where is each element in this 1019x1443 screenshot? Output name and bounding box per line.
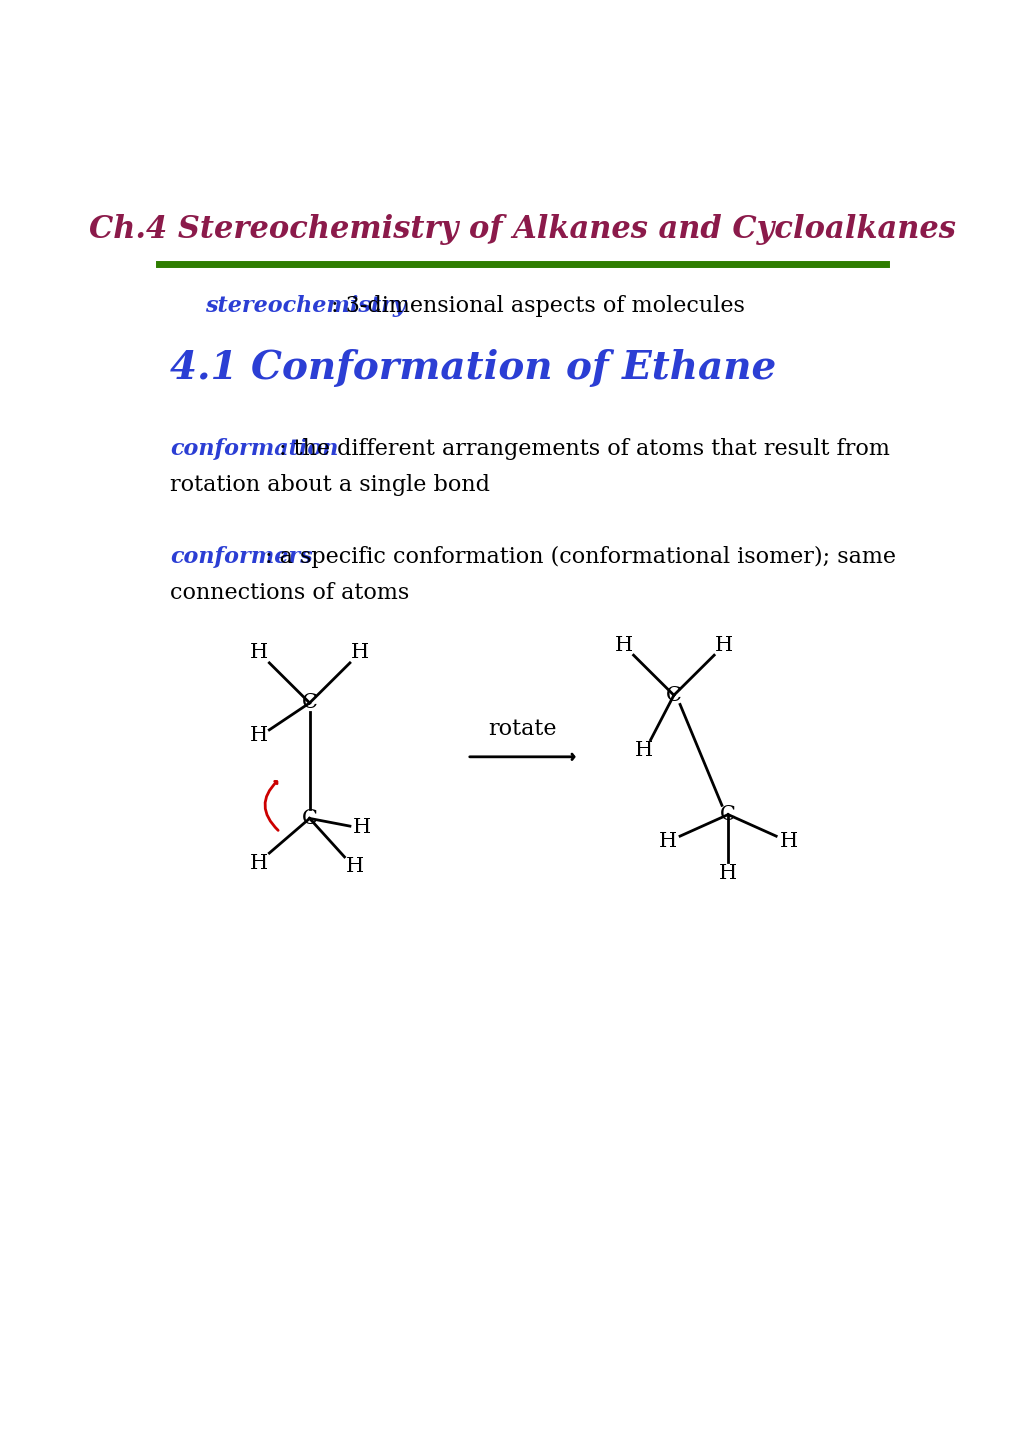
Text: stereochemistry: stereochemistry xyxy=(205,296,406,317)
Text: : the different arrangements of atoms that result from: : the different arrangements of atoms th… xyxy=(278,437,889,460)
Text: rotation about a single bond: rotation about a single bond xyxy=(170,473,490,496)
Text: connections of atoms: connections of atoms xyxy=(170,582,409,603)
Text: H: H xyxy=(613,636,632,655)
Text: H: H xyxy=(353,818,370,837)
Text: H: H xyxy=(714,636,733,655)
Text: H: H xyxy=(658,833,676,851)
Text: C: C xyxy=(302,694,317,713)
Text: H: H xyxy=(250,644,268,662)
Text: conformation: conformation xyxy=(170,437,338,460)
Text: C: C xyxy=(302,810,317,828)
Text: Ch.4 Stereochemistry of Alkanes and Cycloalkanes: Ch.4 Stereochemistry of Alkanes and Cycl… xyxy=(90,214,955,245)
Text: conformers: conformers xyxy=(170,545,313,567)
Text: : 3-dimensional aspects of molecules: : 3-dimensional aspects of molecules xyxy=(330,296,744,317)
Text: H: H xyxy=(351,644,369,662)
Text: 4.1 Conformation of Ethane: 4.1 Conformation of Ethane xyxy=(170,349,775,387)
Text: rotate: rotate xyxy=(488,717,556,740)
Text: H: H xyxy=(779,833,797,851)
Text: C: C xyxy=(665,685,681,704)
Text: H: H xyxy=(250,726,268,745)
Text: : a specific conformation (conformational isomer); same: : a specific conformation (conformationa… xyxy=(265,545,896,567)
Text: H: H xyxy=(345,857,364,876)
Text: C: C xyxy=(719,805,736,824)
Text: H: H xyxy=(250,854,268,873)
Text: H: H xyxy=(718,863,737,883)
Text: H: H xyxy=(635,742,653,760)
